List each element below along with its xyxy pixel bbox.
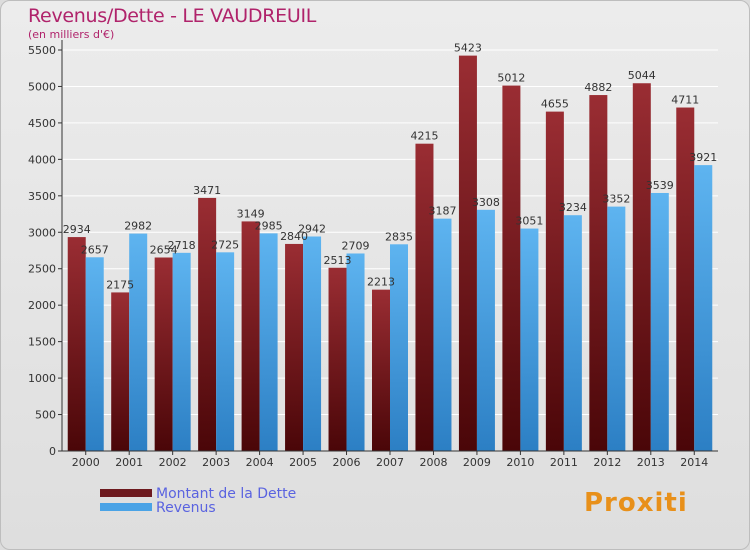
y-tick-label: 1500 xyxy=(28,336,56,349)
bar-dette xyxy=(415,143,434,452)
bar-revenus xyxy=(172,252,191,451)
chart-title: Revenus/Dette - LE VAUDREUIL xyxy=(28,5,317,27)
x-tick-label: 2014 xyxy=(680,456,708,469)
data-label: 3234 xyxy=(559,201,587,214)
x-tick-label: 2010 xyxy=(506,456,534,469)
bar-revenus xyxy=(216,252,235,451)
x-tick-label: 2006 xyxy=(333,456,361,469)
bar-revenus xyxy=(129,233,148,451)
bar-dette xyxy=(676,107,695,452)
y-tick-label: 500 xyxy=(35,409,56,422)
y-tick-label: 5500 xyxy=(28,44,56,57)
bar-revenus xyxy=(346,253,365,451)
x-tick-label: 2002 xyxy=(159,456,187,469)
bar-dette xyxy=(285,243,304,451)
bar-dette xyxy=(632,83,651,451)
y-tick-label: 3500 xyxy=(28,190,56,203)
legend-label-revenus: Revenus xyxy=(156,500,216,516)
chart-subtitle: (en milliers d'€) xyxy=(28,28,115,41)
data-label: 2985 xyxy=(255,219,283,232)
data-label: 2982 xyxy=(124,220,152,233)
brand-text: Proxiti xyxy=(584,488,688,518)
data-label: 2213 xyxy=(367,276,395,289)
bar-dette xyxy=(328,267,347,451)
x-tick-label: 2011 xyxy=(550,456,578,469)
bar-revenus xyxy=(259,233,278,451)
x-tick-label: 2012 xyxy=(593,456,621,469)
y-tick-label: 3000 xyxy=(28,226,56,239)
x-tick-label: 2009 xyxy=(463,456,491,469)
x-tick-label: 2007 xyxy=(376,456,404,469)
data-label: 3921 xyxy=(689,151,717,164)
data-label: 2725 xyxy=(211,238,239,251)
bar-dette xyxy=(589,95,608,452)
data-label: 5044 xyxy=(628,69,656,82)
data-label: 2942 xyxy=(298,223,326,236)
x-tick-label: 2008 xyxy=(419,456,447,469)
y-tick-label: 5000 xyxy=(28,80,56,93)
data-label: 3352 xyxy=(602,193,630,206)
bar-dette xyxy=(198,197,217,451)
bar-revenus xyxy=(520,228,539,451)
x-tick-label: 2001 xyxy=(115,456,143,469)
legend-swatch-revenus xyxy=(100,503,152,511)
y-tick-label: 1000 xyxy=(28,372,56,385)
y-tick-label: 2500 xyxy=(28,263,56,276)
x-tick-label: 2005 xyxy=(289,456,317,469)
bar-dette xyxy=(154,257,173,451)
proxiti-logo: Proxiti xyxy=(584,488,688,518)
bar-revenus xyxy=(390,244,408,451)
data-label: 2934 xyxy=(63,223,91,236)
data-label: 2718 xyxy=(168,239,196,252)
x-tick-label: 2004 xyxy=(246,456,274,469)
bar-revenus xyxy=(607,206,626,451)
bar-dette xyxy=(111,292,130,451)
data-label: 3149 xyxy=(237,207,265,220)
x-tick-label: 2003 xyxy=(202,456,230,469)
data-label: 3051 xyxy=(515,215,543,228)
data-label: 3187 xyxy=(428,205,456,218)
y-tick-label: 4000 xyxy=(28,153,56,166)
bar-dette xyxy=(241,221,260,451)
data-label: 2513 xyxy=(324,254,352,267)
data-label: 4215 xyxy=(410,130,438,143)
legend-swatch-dette xyxy=(100,489,152,497)
bar-revenus xyxy=(433,218,452,451)
x-tick-label: 2013 xyxy=(637,456,665,469)
data-label: 4711 xyxy=(671,94,699,107)
bar-dette xyxy=(372,289,390,451)
bar-revenus xyxy=(563,215,582,451)
y-tick-label: 2000 xyxy=(28,299,56,312)
bar-revenus xyxy=(85,257,104,451)
data-label: 2175 xyxy=(106,278,134,291)
data-label: 3539 xyxy=(646,179,674,192)
data-label: 2654 xyxy=(150,243,178,256)
data-label: 2840 xyxy=(280,230,308,243)
legend-label-dette: Montant de la Dette xyxy=(156,486,297,502)
data-label: 2657 xyxy=(81,243,109,256)
bar-revenus xyxy=(476,209,495,451)
bar-revenus xyxy=(303,236,322,451)
data-label: 5012 xyxy=(497,72,525,85)
bar-dette xyxy=(458,55,477,451)
bar-dette xyxy=(502,85,521,451)
data-label: 2835 xyxy=(385,230,413,243)
y-tick-label: 4500 xyxy=(28,117,56,130)
data-label: 5423 xyxy=(454,42,482,55)
bar-dette xyxy=(67,237,86,451)
x-tick-label: 2000 xyxy=(72,456,100,469)
data-label: 4655 xyxy=(541,98,569,111)
bar-dette xyxy=(545,111,564,451)
data-label: 3308 xyxy=(472,196,500,209)
data-label: 4882 xyxy=(584,81,612,94)
data-label: 2709 xyxy=(342,239,370,252)
data-label: 3471 xyxy=(193,184,221,197)
bar-revenus xyxy=(694,165,713,451)
y-tick-label: 0 xyxy=(49,445,56,458)
bar-revenus xyxy=(650,192,669,451)
